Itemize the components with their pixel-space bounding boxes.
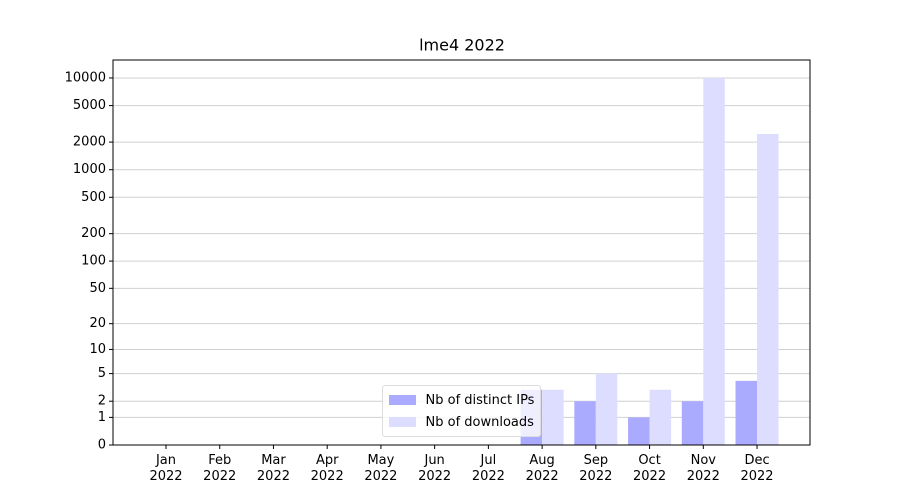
y-tick-label: 1000	[73, 162, 106, 177]
legend-swatch	[388, 417, 416, 427]
chart-title: lme4 2022	[419, 36, 505, 55]
y-tick-label: 20	[89, 316, 106, 331]
x-tick-label: Jun 2022	[418, 453, 452, 484]
y-tick-label: 10000	[65, 70, 106, 85]
x-tick-label: Feb 2022	[203, 453, 237, 484]
bar	[628, 417, 650, 445]
y-tick-label: 2	[98, 394, 106, 409]
bar	[649, 389, 672, 445]
plot-frame	[112, 59, 811, 446]
legend: Nb of distinct IPs Nb of downloads	[381, 385, 542, 437]
x-tick-label: May 2022	[364, 453, 398, 484]
bar	[595, 373, 618, 445]
legend-swatch	[388, 395, 416, 405]
x-tick-label: Aug 2022	[525, 453, 559, 484]
y-tick-label: 50	[89, 281, 106, 296]
legend-item: Nb of downloads	[388, 411, 535, 433]
x-tick-label: Oct 2022	[633, 453, 667, 484]
bar	[574, 401, 596, 445]
x-tick-label: Dec 2022	[740, 453, 774, 484]
x-tick-label: Apr 2022	[310, 453, 344, 484]
y-tick-label: 200	[81, 226, 106, 241]
x-tick-label: Sep 2022	[579, 453, 613, 484]
bar	[757, 134, 779, 445]
bar	[735, 380, 758, 445]
y-tick-label: 5000	[73, 98, 106, 113]
x-tick-label: Jan 2022	[149, 453, 183, 484]
bar	[703, 77, 725, 445]
bar	[542, 389, 564, 445]
x-tick-label: Mar 2022	[256, 453, 290, 484]
x-tick-label: Jul 2022	[471, 453, 505, 484]
y-tick-label: 0	[98, 438, 106, 453]
y-tick-label: 10	[89, 342, 106, 357]
y-tick-label: 500	[81, 190, 106, 205]
legend-label: Nb of distinct IPs	[425, 392, 535, 408]
y-tick-label: 2000	[73, 135, 106, 150]
y-tick-label: 5	[98, 366, 106, 381]
legend-label: Nb of downloads	[425, 414, 534, 430]
y-tick-label: 100	[81, 254, 106, 269]
y-tick-label: 1	[98, 410, 106, 425]
bar	[681, 401, 704, 445]
x-tick-label: Nov 2022	[686, 453, 720, 484]
legend-item: Nb of distinct IPs	[388, 389, 535, 411]
